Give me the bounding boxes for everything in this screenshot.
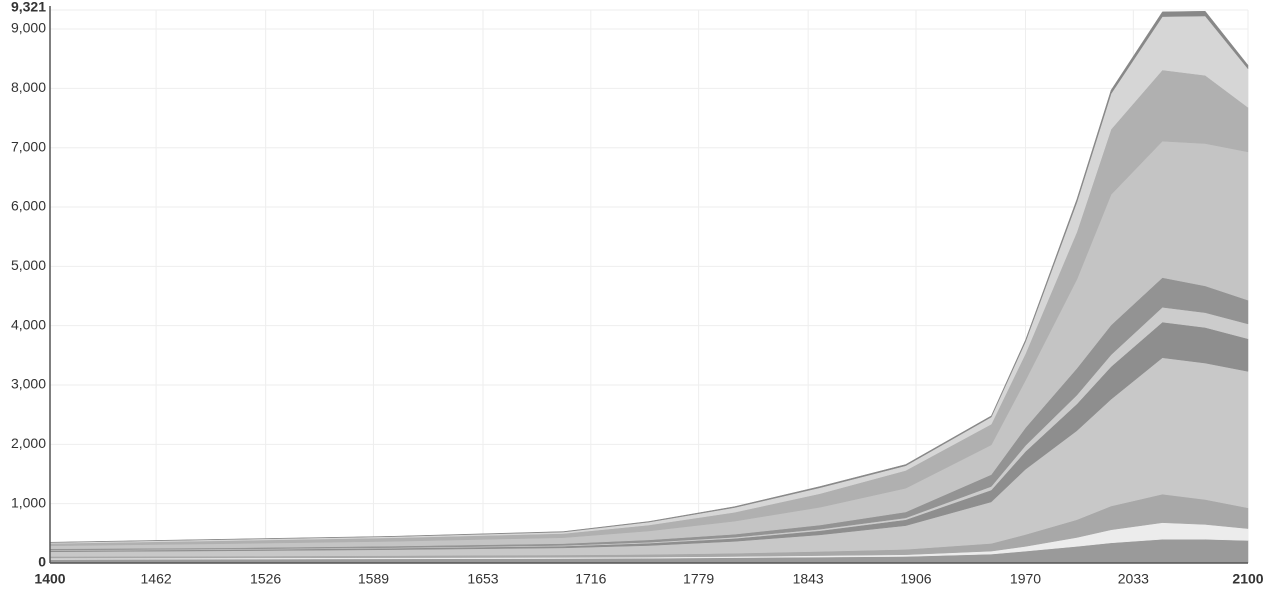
y-tick-label: 5,000 (11, 257, 46, 273)
x-tick-label: 1843 (793, 571, 824, 587)
areas (49, 10, 1249, 564)
y-tick-label: 9,000 (11, 20, 46, 36)
x-tick-label: 1779 (683, 571, 714, 587)
x-tick-label: 1462 (141, 571, 172, 587)
x-tick-label: 1906 (900, 571, 931, 587)
x-tick-label: 1970 (1010, 571, 1041, 587)
y-tick-label: 3,000 (11, 376, 46, 392)
x-tick-label: 2033 (1118, 571, 1149, 587)
x-tick-label: 2100 (1232, 571, 1263, 587)
labels: 0 1,000 2,000 3,000 4,000 5,000 6,000 7,000 8,00… (11, 0, 1264, 587)
x-tick-label: 1653 (467, 571, 498, 587)
y-tick-label: 4,000 (11, 316, 46, 332)
area (49, 10, 1249, 543)
y-tick-label: 9,321 (11, 0, 46, 15)
y-tick-label: 8,000 (11, 79, 46, 95)
y-tick-label: 0 (38, 554, 46, 570)
y-tick-label: 6,000 (11, 198, 46, 214)
y-tick-label: 1,000 (11, 494, 46, 510)
x-tick-label: 1526 (250, 571, 281, 587)
y-tick-label: 7,000 (11, 138, 46, 154)
x-tick-label: 1716 (575, 571, 606, 587)
y-tick-label: 2,000 (11, 435, 46, 451)
x-tick-label: 1589 (358, 571, 389, 587)
x-tick-label: 1400 (34, 571, 65, 587)
